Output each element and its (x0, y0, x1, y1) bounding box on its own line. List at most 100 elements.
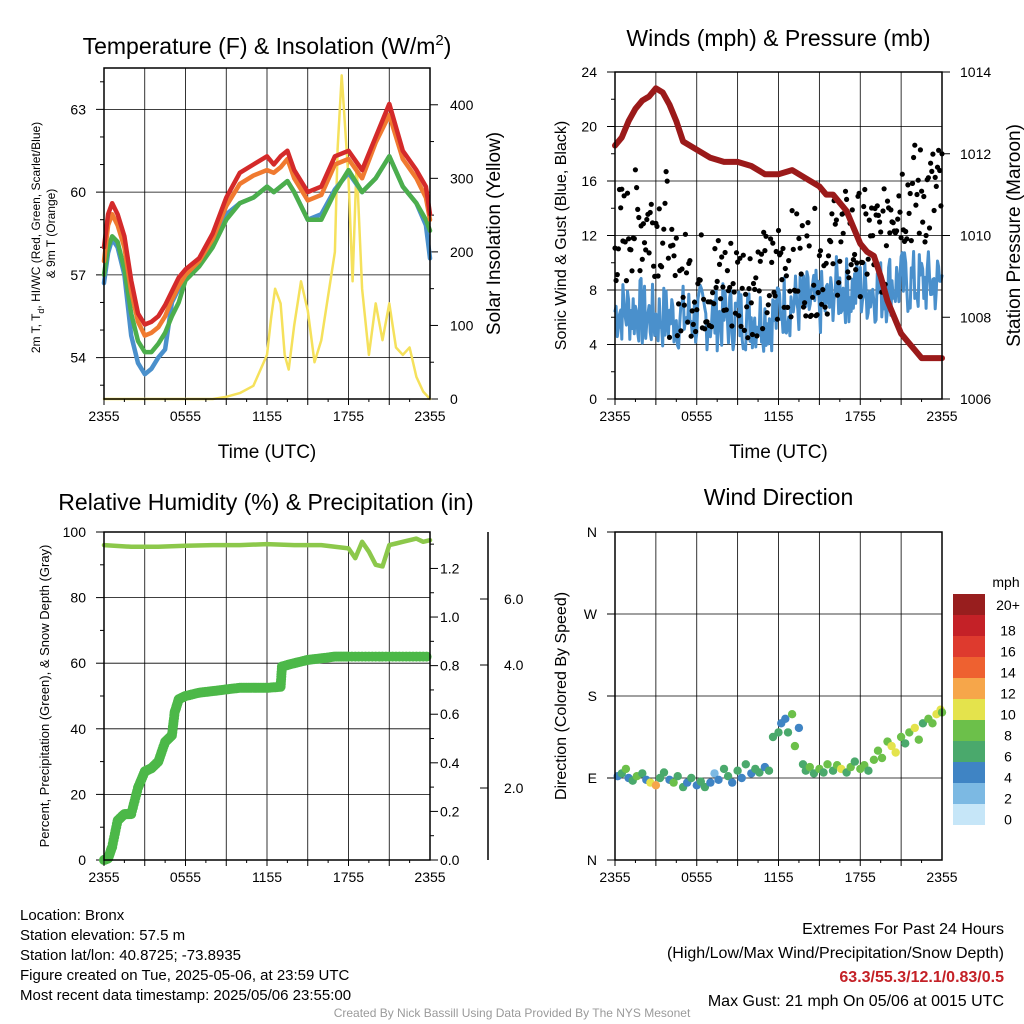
rh-ytick-label: 80 (70, 590, 86, 606)
gust-point (714, 278, 720, 284)
gust-point (773, 248, 779, 255)
legend-label: 16 (1000, 644, 1016, 660)
dir-title: Wind Direction (704, 484, 854, 510)
gust-point (865, 256, 871, 262)
gust-point (788, 314, 794, 320)
temp-title-sup: 2 (435, 32, 443, 49)
temp-ylabel: 2m T, Td, HI/WC (Red, Green, Scarlet/Blu… (29, 122, 46, 353)
gust-point (866, 217, 872, 223)
gust-point (880, 208, 886, 214)
elevation-text: Station elevation: 57.5 m (20, 927, 186, 944)
gust-point (636, 214, 642, 221)
gust-point (754, 333, 760, 339)
gust-point (693, 328, 699, 335)
gust-point (753, 275, 759, 281)
rh-precip-tick-label: 0.6 (440, 706, 460, 722)
gust-point (798, 271, 804, 277)
gust-point (743, 291, 749, 297)
dir-ytick-label: N (587, 524, 597, 540)
legend-swatch (953, 678, 985, 699)
gust-point (811, 282, 817, 288)
gust-point (908, 238, 914, 244)
gust-point (651, 263, 657, 269)
direction-point (798, 760, 808, 769)
legend-swatch (953, 783, 985, 804)
temp-ylabel-line2: & 9m T (Orange) (44, 189, 58, 279)
gust-point (766, 293, 773, 299)
gust-point (758, 251, 765, 257)
gust-point (932, 174, 938, 180)
gust-point (929, 168, 935, 174)
gust-point (769, 259, 775, 265)
rh-precip-tick-label: 0.8 (440, 658, 460, 674)
gust-point (746, 286, 752, 292)
gust-point (812, 205, 818, 211)
dir-xtick-label: 2355 (926, 869, 957, 885)
gust-point (731, 289, 737, 295)
legend-swatch (953, 636, 985, 657)
gust-point (761, 229, 767, 235)
gust-point (673, 235, 679, 241)
direction-point (737, 773, 746, 783)
rh-precip-tick-label: 0.4 (440, 755, 460, 771)
direction-point (787, 710, 797, 719)
wind-ytick-label: 0 (589, 391, 597, 407)
gust-point (803, 313, 809, 319)
gust-point (637, 268, 643, 274)
temp-y2tick-label: 400 (450, 97, 474, 113)
gust-point (762, 248, 768, 254)
gust-point (629, 268, 635, 274)
gust-point (737, 255, 743, 261)
rh-ytick-label: 20 (70, 786, 86, 802)
wind-y2tick-label: 1008 (960, 309, 991, 325)
gust-point (768, 236, 774, 242)
gust-point (688, 333, 694, 339)
wind-ytick-label: 8 (589, 282, 597, 298)
gust-point (881, 186, 887, 192)
legend-label: 18 (1000, 623, 1016, 639)
gust-point (899, 171, 905, 177)
gust-point (676, 301, 682, 307)
wind-title: Winds (mph) & Pressure (mb) (626, 25, 930, 51)
gust-point (628, 247, 634, 253)
gust-point (715, 238, 721, 244)
gust-point (822, 304, 828, 310)
legend-label: 0 (1004, 812, 1012, 828)
gust-point (698, 232, 704, 238)
gust-point (738, 323, 744, 329)
gust-point (639, 256, 645, 262)
gust-point (782, 265, 788, 272)
direction-points (613, 705, 947, 792)
direction-point (805, 762, 814, 772)
gust-point (747, 256, 753, 262)
gust-point (644, 216, 650, 223)
gust-point (797, 245, 803, 251)
gust-point (887, 230, 893, 236)
gust-point (740, 252, 746, 258)
legend-swatch (953, 657, 985, 678)
gust-point (685, 319, 691, 325)
legend-swatch (953, 699, 985, 720)
gust-point (905, 182, 911, 188)
gust-point (838, 239, 844, 245)
wind-ytick-label: 12 (581, 228, 597, 244)
gust-point (690, 321, 696, 327)
gust-point (854, 260, 860, 266)
direction-point (781, 714, 790, 723)
gust-point (670, 242, 676, 248)
gust-point (915, 177, 921, 183)
gust-point (697, 277, 703, 283)
gust-point (896, 193, 902, 199)
gust-point (640, 221, 647, 227)
rh-xtick-label: 1155 (252, 869, 282, 885)
direction-point (819, 768, 828, 777)
direction-point (790, 741, 800, 751)
gust-point (815, 289, 821, 296)
gust-point (689, 308, 695, 314)
gust-point (819, 301, 825, 307)
direction-point (706, 778, 715, 787)
snow-tick-label: 2.0 (504, 780, 524, 796)
gust-point (736, 313, 742, 319)
gust-point (656, 206, 662, 212)
